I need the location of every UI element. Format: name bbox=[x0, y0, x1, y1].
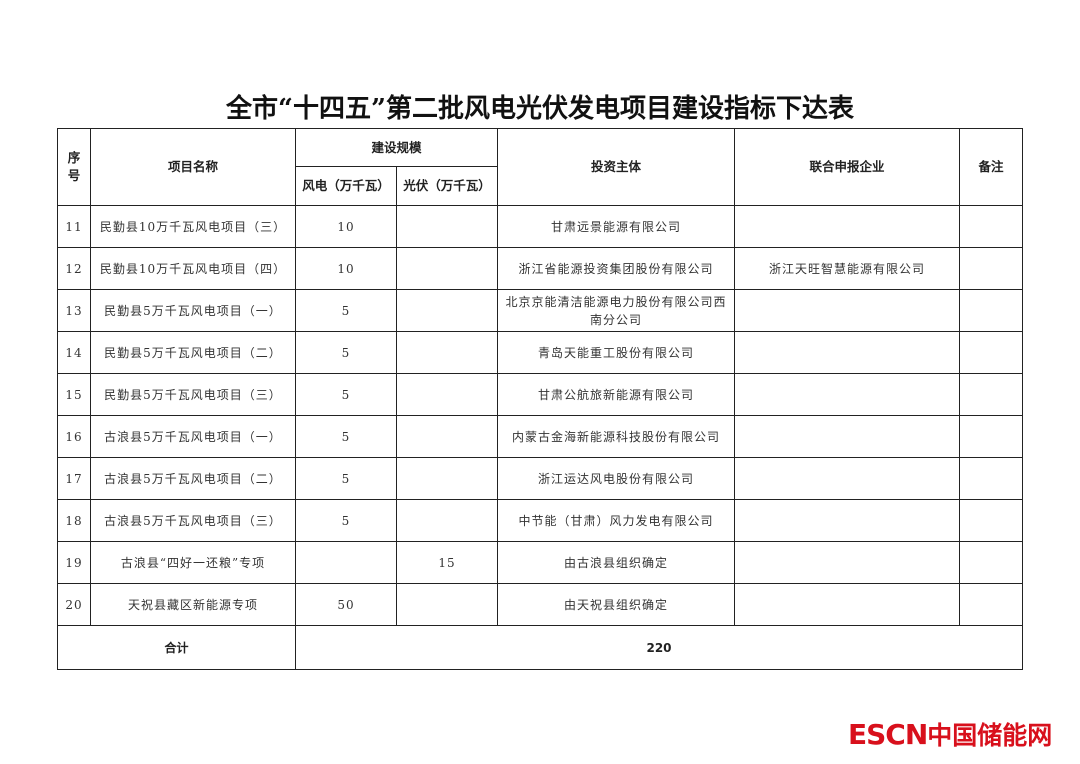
escn-logo: ESCN中国储能网 bbox=[848, 718, 1053, 751]
header-partner: 联合申报企业 bbox=[734, 128, 961, 206]
cell-no: 14 bbox=[57, 331, 91, 374]
cell-no: 17 bbox=[57, 457, 91, 500]
cell-wind bbox=[295, 541, 397, 584]
cell-partner bbox=[734, 499, 961, 542]
cell-investor: 浙江省能源投资集团股份有限公司 bbox=[497, 247, 736, 290]
cell-no: 12 bbox=[57, 247, 91, 290]
cell-investor: 由天祝县组织确定 bbox=[497, 583, 736, 626]
cell-partner bbox=[734, 289, 961, 332]
cell-partner bbox=[734, 541, 961, 584]
table-row: 13 民勤县5万千瓦风电项目（一） 5 北京京能清洁能源电力股份有限公司西南分公司 bbox=[57, 289, 1024, 332]
header-investor: 投资主体 bbox=[497, 128, 736, 206]
cell-remark bbox=[959, 331, 1024, 374]
header-solar: 光伏（万千瓦） bbox=[395, 166, 499, 206]
cell-remark bbox=[959, 205, 1024, 248]
cell-investor: 内蒙古金海新能源科技股份有限公司 bbox=[497, 415, 736, 458]
cell-investor: 甘肃远景能源有限公司 bbox=[497, 205, 736, 248]
cell-name: 民勤县5万千瓦风电项目（二） bbox=[90, 331, 296, 374]
header-no: 序号 bbox=[57, 128, 91, 206]
cell-remark bbox=[959, 289, 1024, 332]
cell-solar: 15 bbox=[395, 541, 499, 584]
cell-name: 古浪县5万千瓦风电项目（二） bbox=[90, 457, 296, 500]
cell-name: 民勤县10万千瓦风电项目（四） bbox=[90, 247, 296, 290]
header-wind: 风电（万千瓦） bbox=[295, 166, 397, 206]
cell-solar bbox=[395, 583, 499, 626]
cell-solar bbox=[395, 247, 499, 290]
cell-wind: 10 bbox=[295, 247, 397, 290]
page-title: 全市“十四五”第二批风电光伏发电项目建设指标下达表 bbox=[226, 94, 854, 124]
total-value: 220 bbox=[294, 625, 1024, 670]
header-remark: 备注 bbox=[959, 128, 1024, 206]
cell-remark bbox=[959, 541, 1024, 584]
cell-name: 古浪县5万千瓦风电项目（一） bbox=[90, 415, 296, 458]
cell-no: 13 bbox=[57, 289, 91, 332]
cell-wind: 50 bbox=[295, 583, 397, 626]
cell-no: 16 bbox=[57, 415, 91, 458]
cell-solar bbox=[395, 331, 499, 374]
table-row: 16 古浪县5万千瓦风电项目（一） 5 内蒙古金海新能源科技股份有限公司 bbox=[57, 415, 1024, 458]
table-row: 17 古浪县5万千瓦风电项目（二） 5 浙江运达风电股份有限公司 bbox=[57, 457, 1024, 500]
cell-remark bbox=[959, 499, 1024, 542]
table-row: 14 民勤县5万千瓦风电项目（二） 5 青岛天能重工股份有限公司 bbox=[57, 331, 1024, 374]
cell-solar bbox=[395, 289, 499, 332]
cell-solar bbox=[395, 205, 499, 248]
cell-partner: 浙江天旺智慧能源有限公司 bbox=[734, 247, 961, 290]
cell-no: 18 bbox=[57, 499, 91, 542]
header-scale: 建设规模 bbox=[294, 128, 499, 167]
cell-partner bbox=[734, 373, 961, 416]
cell-remark bbox=[959, 247, 1024, 290]
cell-investor: 青岛天能重工股份有限公司 bbox=[497, 331, 736, 374]
cell-name: 古浪县5万千瓦风电项目（三） bbox=[90, 499, 296, 542]
cell-investor: 由古浪县组织确定 bbox=[497, 541, 736, 584]
cell-no: 11 bbox=[57, 205, 91, 248]
cell-wind: 10 bbox=[295, 205, 397, 248]
cell-solar bbox=[395, 499, 499, 542]
cell-no: 20 bbox=[57, 583, 91, 626]
table-row: 18 古浪县5万千瓦风电项目（三） 5 中节能（甘肃）风力发电有限公司 bbox=[57, 499, 1024, 542]
table-row: 11 民勤县10万千瓦风电项目（三） 10 甘肃远景能源有限公司 bbox=[57, 205, 1024, 248]
cell-wind: 5 bbox=[295, 289, 397, 332]
cell-name: 天祝县藏区新能源专项 bbox=[90, 583, 296, 626]
table-row: 12 民勤县10万千瓦风电项目（四） 10 浙江省能源投资集团股份有限公司 浙江天旺智慧… bbox=[57, 247, 1024, 290]
table-row: 19 古浪县“四好一还粮”专项 15 由古浪县组织确定 bbox=[57, 541, 1024, 584]
cell-remark bbox=[959, 373, 1024, 416]
cell-wind: 5 bbox=[295, 373, 397, 416]
cell-partner bbox=[734, 457, 961, 500]
cell-investor: 中节能（甘肃）风力发电有限公司 bbox=[497, 499, 736, 542]
table-row: 15 民勤县5万千瓦风电项目（三） 5 甘肃公航旅新能源有限公司 bbox=[57, 373, 1024, 416]
cell-wind: 5 bbox=[295, 415, 397, 458]
cell-partner bbox=[734, 331, 961, 374]
cell-solar bbox=[395, 457, 499, 500]
project-table: 序号 项目名称 建设规模 投资主体 联合申报企业 备注 风电（万千瓦） 光伏（万… bbox=[57, 128, 1024, 670]
cell-wind: 5 bbox=[295, 499, 397, 542]
cell-no: 19 bbox=[57, 541, 91, 584]
cell-name: 民勤县5万千瓦风电项目（三） bbox=[90, 373, 296, 416]
cell-partner bbox=[734, 415, 961, 458]
total-row: 合计 220 bbox=[57, 625, 1024, 670]
cell-solar bbox=[395, 373, 499, 416]
cell-name: 民勤县10万千瓦风电项目（三） bbox=[90, 205, 296, 248]
cell-partner bbox=[734, 205, 961, 248]
cell-solar bbox=[395, 415, 499, 458]
cell-name: 古浪县“四好一还粮”专项 bbox=[90, 541, 296, 584]
cell-remark bbox=[959, 415, 1024, 458]
cell-partner bbox=[734, 583, 961, 626]
cell-wind: 5 bbox=[295, 331, 397, 374]
total-label: 合计 bbox=[57, 625, 296, 670]
cell-name: 民勤县5万千瓦风电项目（一） bbox=[90, 289, 296, 332]
cell-remark bbox=[959, 457, 1024, 500]
cell-no: 15 bbox=[57, 373, 91, 416]
cell-investor: 甘肃公航旅新能源有限公司 bbox=[497, 373, 736, 416]
cell-remark bbox=[959, 583, 1024, 626]
cell-investor: 浙江运达风电股份有限公司 bbox=[497, 457, 736, 500]
cell-wind: 5 bbox=[295, 457, 397, 500]
table-row: 20 天祝县藏区新能源专项 50 由天祝县组织确定 bbox=[57, 583, 1024, 626]
header-name: 项目名称 bbox=[90, 128, 296, 206]
cell-investor: 北京京能清洁能源电力股份有限公司西南分公司 bbox=[497, 289, 736, 332]
